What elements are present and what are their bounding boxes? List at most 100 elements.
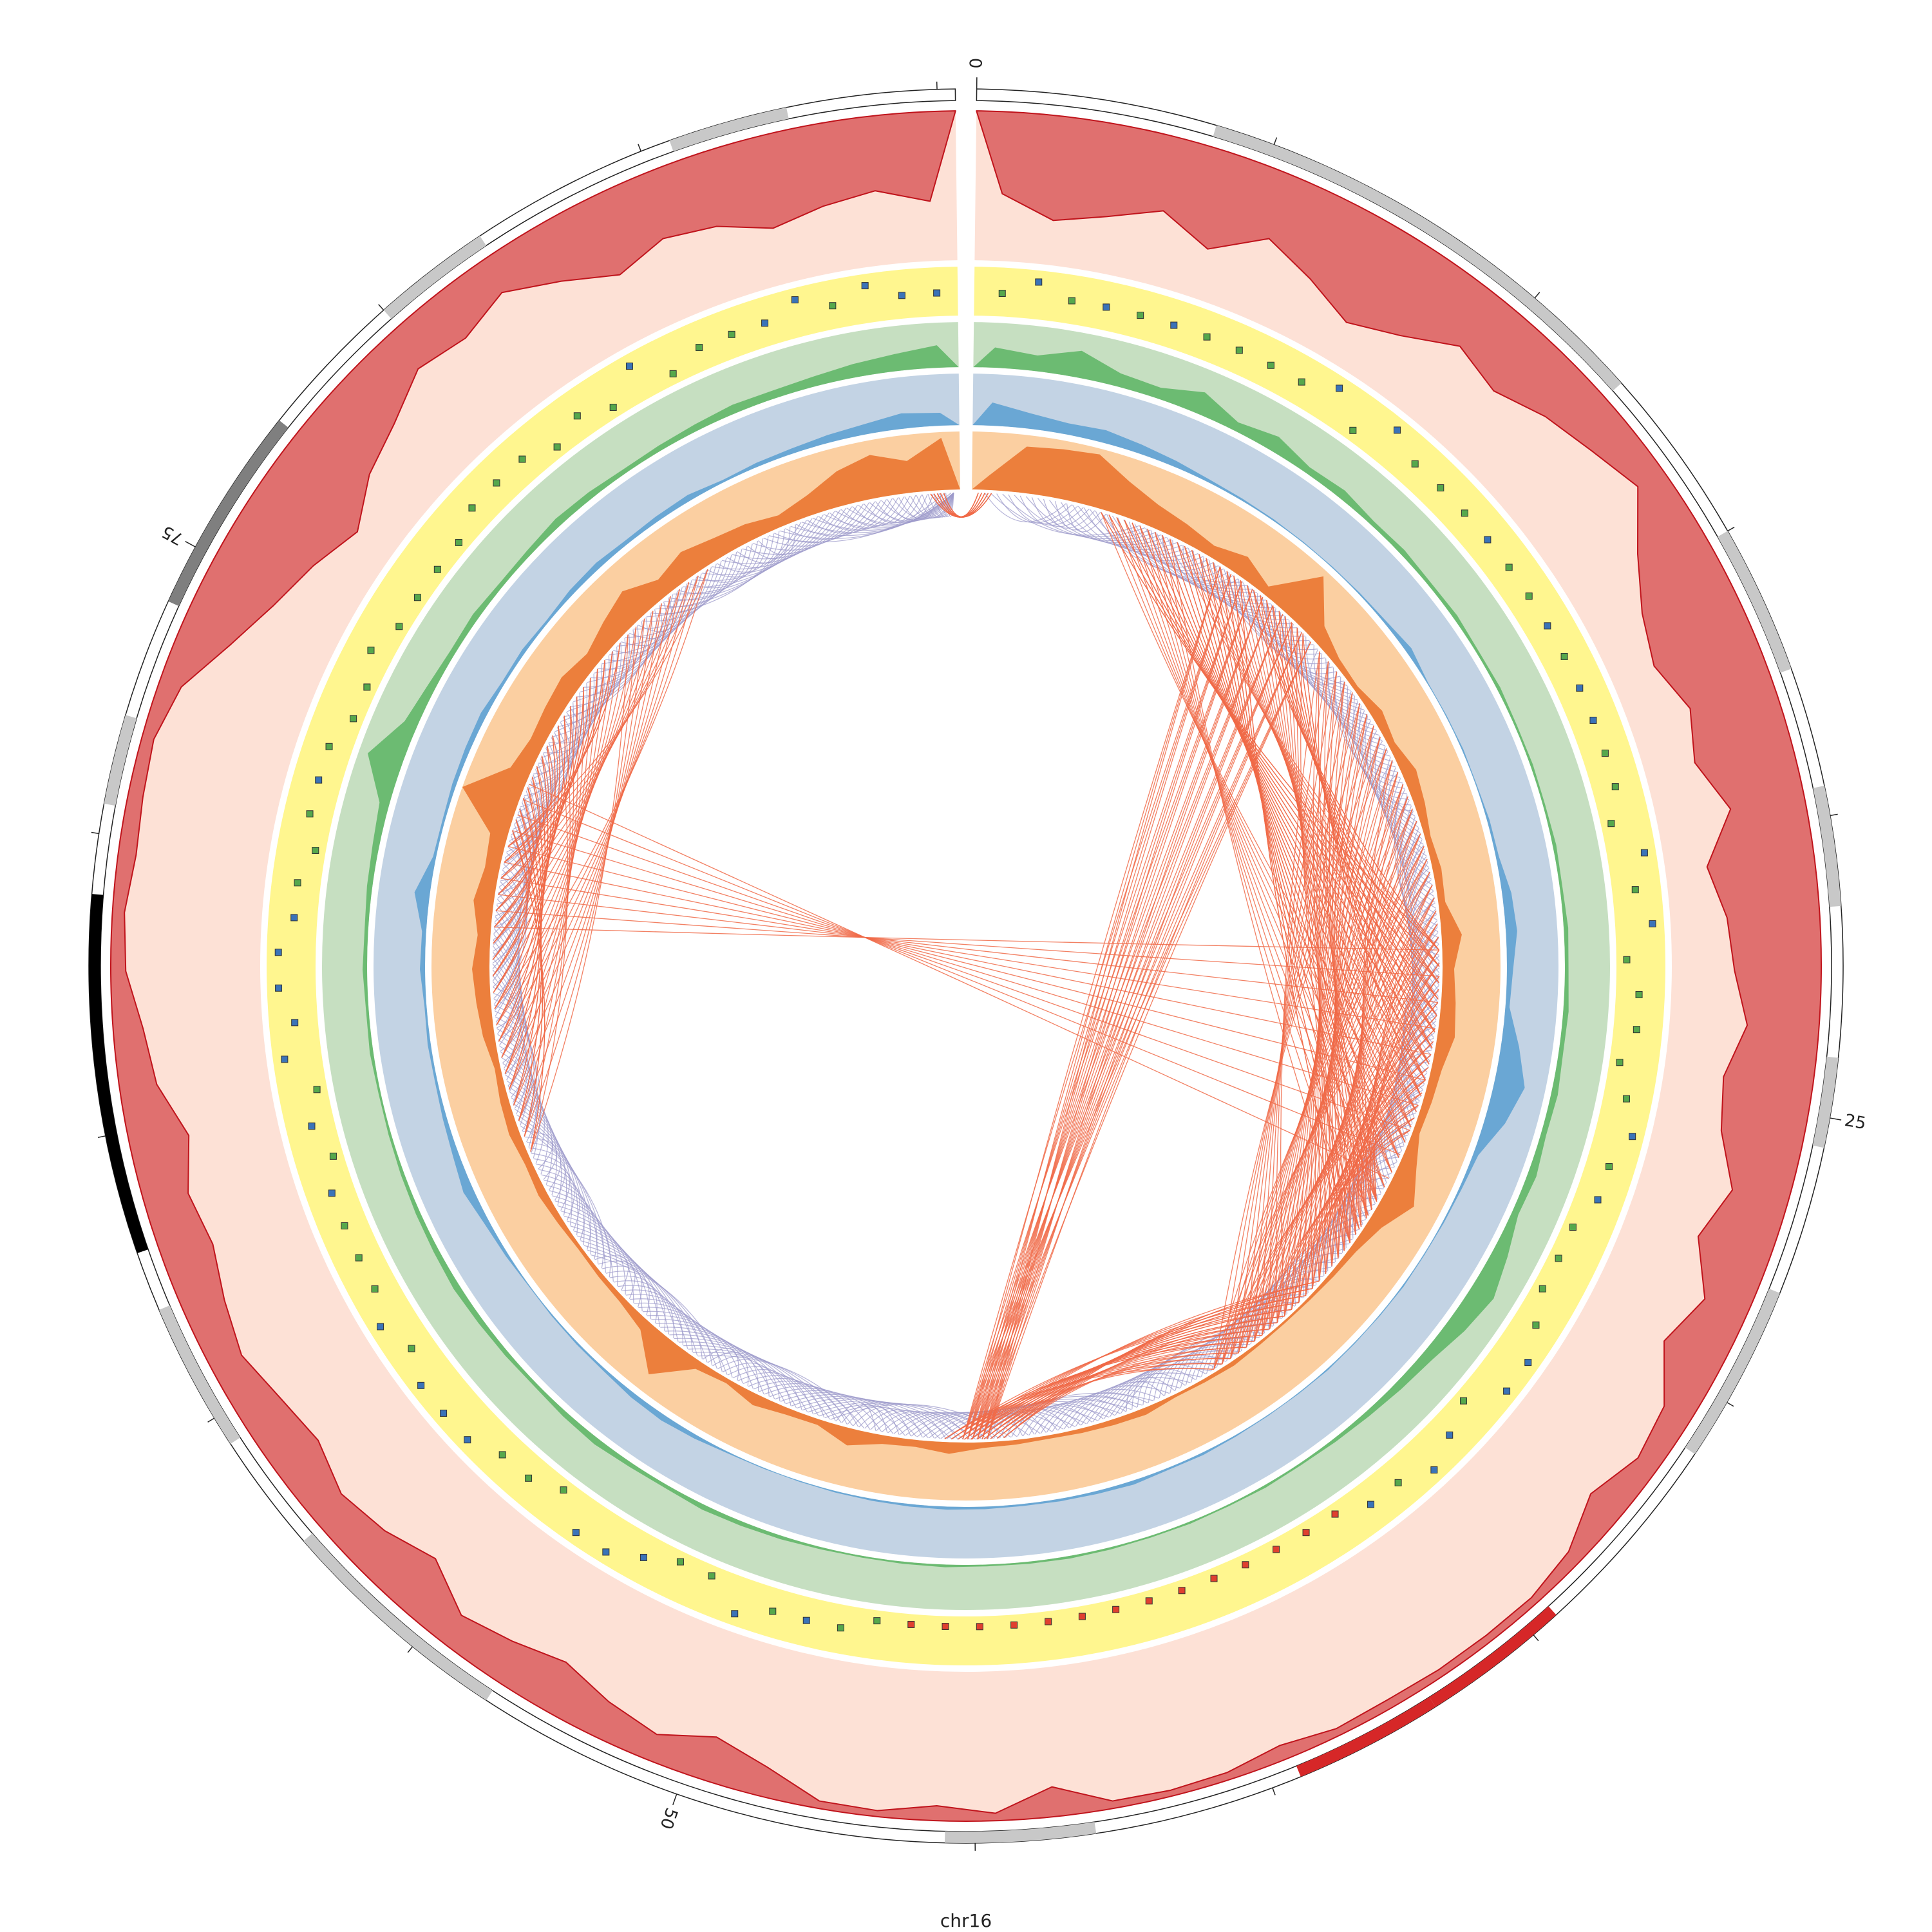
link-long bbox=[497, 668, 598, 895]
link-short bbox=[847, 1405, 900, 1435]
marker bbox=[1569, 1224, 1577, 1231]
link-short bbox=[598, 1260, 636, 1300]
tick-mark bbox=[1273, 137, 1278, 145]
link-short bbox=[504, 1068, 553, 1185]
link-long bbox=[507, 735, 558, 847]
link-long bbox=[507, 569, 708, 847]
link-long bbox=[1266, 600, 1439, 999]
link-long bbox=[507, 846, 1426, 1081]
marker bbox=[493, 479, 500, 487]
link-long bbox=[498, 755, 549, 1042]
link-long bbox=[1116, 517, 1406, 1143]
marker bbox=[573, 412, 581, 420]
marker bbox=[518, 455, 526, 463]
marker bbox=[1178, 1587, 1186, 1595]
link-long bbox=[983, 1334, 1262, 1439]
link-long bbox=[977, 597, 1264, 1439]
link-short bbox=[784, 500, 881, 540]
marker bbox=[1532, 1321, 1540, 1329]
link-long bbox=[1278, 611, 1435, 1032]
marker bbox=[572, 1529, 580, 1537]
link-long bbox=[981, 641, 1312, 1439]
link-long bbox=[493, 725, 560, 993]
tick-mark bbox=[1534, 292, 1540, 299]
link-long bbox=[1222, 737, 1381, 1365]
link-short bbox=[656, 1323, 764, 1394]
link-short bbox=[1046, 1392, 1148, 1433]
link-long bbox=[1360, 923, 1438, 1227]
link-long bbox=[1373, 884, 1433, 1202]
tick-label: 50 bbox=[656, 1805, 681, 1832]
link-long bbox=[1170, 538, 1422, 1097]
link-long bbox=[1372, 1079, 1426, 1202]
link-long bbox=[1139, 526, 1435, 1032]
link-short bbox=[858, 1408, 923, 1438]
link-short bbox=[501, 1057, 545, 1164]
link-short bbox=[1049, 500, 1167, 545]
marker bbox=[676, 1558, 684, 1566]
link-short bbox=[1404, 833, 1437, 914]
chromosome-label: chr16 bbox=[940, 1910, 992, 1931]
marker bbox=[328, 1189, 336, 1197]
marker bbox=[708, 1572, 715, 1580]
link-short bbox=[841, 1404, 888, 1433]
link-short bbox=[668, 546, 748, 601]
link-long bbox=[990, 1329, 1270, 1439]
link-long bbox=[962, 589, 1253, 1440]
link-long bbox=[1367, 1092, 1423, 1211]
tick-mark bbox=[378, 304, 384, 311]
link-long bbox=[977, 632, 1302, 1439]
link-short bbox=[500, 1051, 542, 1153]
marker bbox=[1525, 592, 1533, 600]
link-long bbox=[507, 643, 621, 847]
link-long bbox=[517, 814, 1410, 1131]
marker bbox=[1068, 297, 1075, 305]
link-short bbox=[759, 1383, 859, 1428]
link-long bbox=[492, 706, 571, 960]
marker bbox=[275, 984, 283, 992]
link-long bbox=[1296, 627, 1360, 1230]
link-long bbox=[930, 493, 992, 518]
marker bbox=[440, 1409, 448, 1417]
link-short bbox=[774, 501, 875, 544]
link-long bbox=[981, 605, 1274, 1439]
link-short bbox=[712, 509, 841, 570]
link-short bbox=[535, 659, 606, 770]
marker bbox=[769, 1607, 777, 1615]
link-short bbox=[1095, 510, 1188, 556]
link-long bbox=[1291, 748, 1387, 1310]
link-long bbox=[508, 787, 542, 1090]
link-short bbox=[493, 934, 523, 1069]
link-short bbox=[549, 1190, 611, 1278]
yellow-marker-track bbox=[266, 267, 1665, 1665]
ideogram-band bbox=[1685, 1289, 1780, 1454]
link-short bbox=[905, 1412, 1018, 1437]
marker bbox=[1035, 278, 1043, 286]
link-short bbox=[526, 1142, 562, 1191]
marker bbox=[976, 1623, 983, 1631]
link-long bbox=[1240, 580, 1422, 1097]
link-long bbox=[495, 677, 591, 911]
link-short bbox=[742, 505, 858, 555]
marker bbox=[1267, 361, 1274, 369]
marker bbox=[1594, 1196, 1602, 1204]
link-long bbox=[962, 641, 1312, 1440]
marker bbox=[1336, 384, 1343, 392]
link-long bbox=[1262, 796, 1408, 1336]
link-short bbox=[609, 567, 712, 656]
link-short bbox=[531, 1153, 571, 1211]
link-short bbox=[516, 743, 558, 819]
link-long bbox=[987, 632, 1302, 1439]
link-long bbox=[1325, 871, 1430, 1274]
marker bbox=[1601, 750, 1609, 757]
ideogram-band bbox=[168, 420, 289, 607]
link-short bbox=[573, 1230, 679, 1342]
link-long bbox=[1284, 616, 1433, 1048]
link-short bbox=[881, 492, 954, 521]
marker bbox=[625, 363, 633, 370]
marker bbox=[1210, 1575, 1218, 1582]
ideogram-band bbox=[1813, 786, 1841, 907]
marker bbox=[837, 1624, 844, 1632]
ideogram-band bbox=[1429, 1606, 1557, 1707]
link-long bbox=[977, 566, 1221, 1439]
